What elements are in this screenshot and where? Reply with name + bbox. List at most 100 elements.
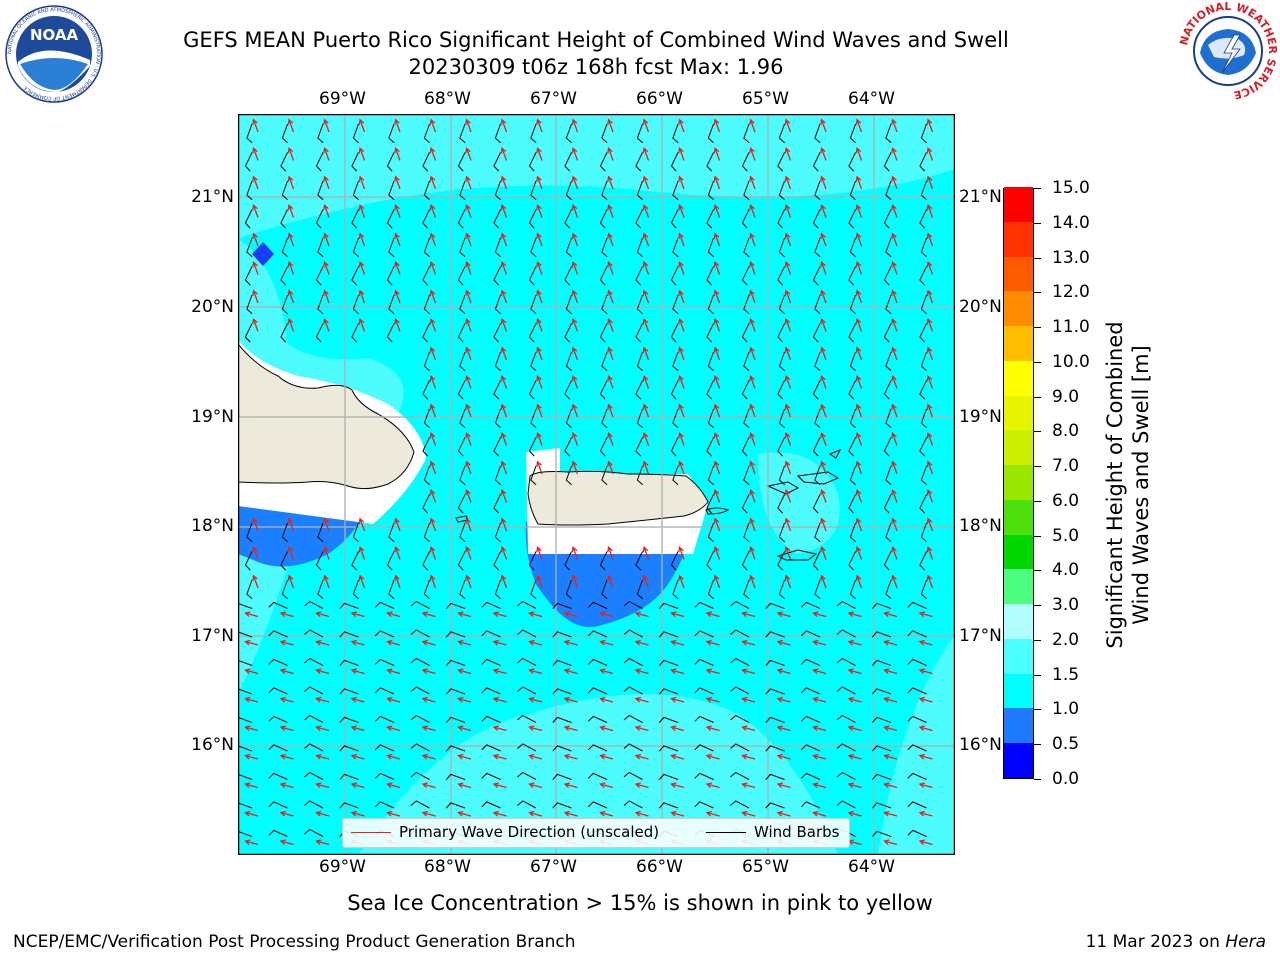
primary-wave-arrow xyxy=(713,403,721,418)
primary-wave-arrow xyxy=(429,432,437,446)
primary-wave-arrow xyxy=(563,753,578,760)
primary-wave-arrow xyxy=(855,318,863,332)
wind-barb xyxy=(517,600,537,609)
wind-barb xyxy=(410,771,430,780)
primary-wave-arrow xyxy=(926,204,934,218)
wind-barb xyxy=(410,743,430,752)
primary-wave-arrow xyxy=(394,517,401,532)
wind-barb xyxy=(280,323,288,343)
wind-barb xyxy=(812,380,821,400)
colorbar-tick-mark xyxy=(1034,500,1041,502)
primary-wave-arrow xyxy=(536,175,543,190)
wind-barb xyxy=(268,630,288,638)
primary-wave-arrow xyxy=(607,147,614,161)
primary-wave-arrow xyxy=(642,375,650,389)
wind-barb xyxy=(883,437,892,457)
wind-barb xyxy=(601,579,608,600)
primary-wave-arrow xyxy=(279,782,294,789)
primary-wave-arrow xyxy=(315,668,330,675)
primary-wave-arrow xyxy=(812,696,827,703)
wave-band-southeast xyxy=(878,634,955,855)
primary-wave-arrow xyxy=(386,725,401,732)
wind-barb xyxy=(494,522,501,543)
primary-wave-arrow xyxy=(429,204,437,218)
primary-wave-arrow xyxy=(847,611,862,618)
wind-barb xyxy=(494,123,501,144)
primary-wave-arrow xyxy=(678,175,685,190)
wind-barb xyxy=(672,579,679,600)
wind-barb xyxy=(871,688,892,695)
primary-wave-arrow xyxy=(812,639,827,646)
primary-wave-arrow xyxy=(749,460,756,475)
primary-wave-arrow xyxy=(855,546,863,560)
primary-wave-arrow xyxy=(386,696,401,703)
wind-barb xyxy=(849,465,856,486)
primary-wave-arrow xyxy=(607,118,614,133)
primary-wave-arrow xyxy=(678,574,685,589)
primary-wave-arrow xyxy=(918,639,933,646)
wind-barb xyxy=(778,351,785,372)
wind-barb xyxy=(658,688,679,695)
colorbar-segment xyxy=(1004,708,1033,744)
wind-barb xyxy=(459,408,466,429)
primary-wave-arrow xyxy=(820,175,827,190)
wind-barb xyxy=(885,465,892,486)
wind-barb xyxy=(445,602,466,609)
wind-barb xyxy=(530,579,537,600)
wind-barb xyxy=(238,631,253,638)
wind-barb xyxy=(374,801,395,809)
wind-barb xyxy=(907,829,927,837)
primary-wave-arrow xyxy=(926,574,934,589)
vector-field xyxy=(238,118,934,846)
wind-barb xyxy=(741,494,750,514)
primary-wave-arrow xyxy=(642,546,650,560)
primary-wave-arrow xyxy=(678,232,685,247)
wind-barb xyxy=(694,658,714,666)
wind-barb xyxy=(445,773,466,780)
primary-wave-arrow xyxy=(358,574,366,589)
primary-wave-arrow xyxy=(642,346,650,361)
primary-wave-arrow xyxy=(315,639,330,646)
primary-wave-arrow xyxy=(607,261,614,275)
primary-wave-arrow xyxy=(528,782,543,789)
primary-wave-arrow xyxy=(571,147,579,161)
wind-barb xyxy=(635,380,643,400)
primary-wave-arrow xyxy=(784,346,792,361)
lon-label-top: 67°W xyxy=(530,89,577,109)
wind-barb xyxy=(871,602,892,609)
primary-wave-arrow xyxy=(528,611,543,618)
wind-barb xyxy=(587,658,608,666)
primary-wave-arrow xyxy=(812,782,827,789)
primary-wave-arrow xyxy=(847,668,862,675)
wind-barb xyxy=(587,687,608,695)
wind-barb xyxy=(623,771,643,780)
primary-wave-arrow xyxy=(891,175,898,190)
primary-wave-arrow xyxy=(252,289,259,304)
wind-barb xyxy=(885,180,892,201)
primary-wave-arrow xyxy=(607,432,614,446)
primary-wave-arrow xyxy=(713,175,721,190)
wind-barb xyxy=(730,800,750,809)
primary-wave-arrow xyxy=(776,725,791,732)
primary-wave-arrow xyxy=(429,175,437,190)
wind-barb xyxy=(672,465,679,486)
primary-wave-arrow xyxy=(891,232,898,247)
primary-wave-arrow xyxy=(926,489,934,503)
wind-barb xyxy=(883,152,892,172)
primary-wave-arrow xyxy=(358,147,366,161)
primary-wave-arrow xyxy=(678,403,685,418)
primary-wave-arrow xyxy=(429,318,437,332)
primary-wave-arrow xyxy=(670,611,685,618)
primary-wave-arrow xyxy=(847,639,862,646)
primary-wave-arrow xyxy=(855,460,863,475)
primary-wave-arrow xyxy=(358,546,366,560)
primary-wave-arrow xyxy=(244,725,259,732)
colorbar-tick-mark xyxy=(1034,466,1041,468)
wind-barb xyxy=(800,715,821,723)
primary-wave-arrow xyxy=(279,753,294,760)
wind-barb xyxy=(339,631,359,638)
wind-barb xyxy=(565,351,572,372)
colorbar-segment xyxy=(1004,325,1033,361)
wind-barb xyxy=(636,180,643,201)
primary-wave-arrow xyxy=(252,232,259,247)
